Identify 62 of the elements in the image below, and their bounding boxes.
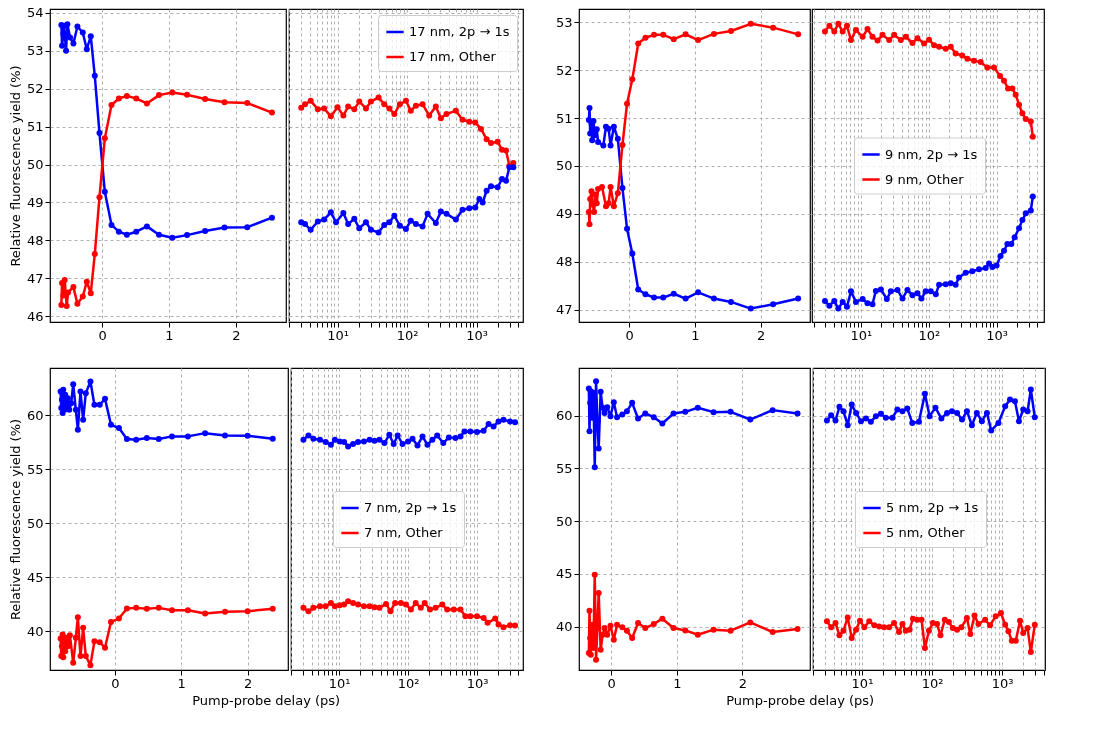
y-tick-label: 51 bbox=[26, 119, 44, 135]
y-axis-title: Relative fluorescence yield (%) bbox=[7, 65, 23, 267]
x-tick-label: 10² bbox=[918, 327, 941, 343]
y-tick-label: 53 bbox=[26, 43, 44, 59]
y-tick-label: 50 bbox=[555, 513, 573, 529]
y-tick-label: 50 bbox=[26, 157, 44, 173]
x-tick-label: 10² bbox=[396, 327, 419, 343]
y-tick-label: 47 bbox=[555, 302, 573, 318]
legend-label: 9 nm, Other bbox=[885, 171, 965, 187]
x-axis-title: Pump-probe delay (ps) bbox=[192, 692, 341, 708]
x-tick-label: 2 bbox=[243, 675, 253, 691]
y-tick-label: 60 bbox=[26, 407, 44, 423]
y-tick-label: 49 bbox=[26, 194, 44, 210]
y-tick-label: 60 bbox=[555, 408, 573, 424]
x-tick-label: 1 bbox=[165, 327, 174, 343]
x-tick-label: 0 bbox=[98, 327, 107, 343]
y-tick-label: 50 bbox=[555, 158, 573, 174]
x-tick-label: 0 bbox=[625, 327, 634, 343]
legend-label: 7 nm, 2p → 1s bbox=[364, 500, 457, 515]
x-tick-label: 10³ bbox=[986, 327, 1008, 343]
x-tick-label: 10¹ bbox=[328, 675, 351, 691]
y-tick-label: 51 bbox=[555, 110, 573, 126]
x-tick-label: 1 bbox=[177, 675, 186, 691]
legend-label: 5 nm, Other bbox=[886, 525, 966, 540]
x-tick-label: 0 bbox=[111, 675, 120, 691]
y-tick-label: 45 bbox=[26, 569, 44, 585]
legend-label: 5 nm, 2p → 1s bbox=[886, 500, 979, 515]
x-tick-label: 2 bbox=[232, 327, 241, 343]
y-tick-label: 48 bbox=[26, 232, 44, 248]
x-axis-title: Pump-probe delay (ps) bbox=[726, 692, 875, 708]
x-tick-label: 10² bbox=[397, 675, 420, 691]
y-tick-label: 47 bbox=[26, 270, 44, 286]
y-tick-label: 55 bbox=[555, 460, 573, 476]
y-tick-label: 40 bbox=[26, 623, 44, 639]
x-tick-label: 10¹ bbox=[851, 675, 874, 691]
x-tick-label: 10¹ bbox=[850, 327, 873, 343]
legend-label: 7 nm, Other bbox=[364, 525, 444, 540]
x-tick-label: 10² bbox=[921, 675, 944, 691]
y-tick-label: 53 bbox=[555, 14, 573, 30]
y-tick-label: 49 bbox=[555, 206, 573, 222]
y-tick-label: 50 bbox=[26, 515, 44, 531]
x-tick-label: 10³ bbox=[991, 675, 1014, 691]
y-tick-label: 55 bbox=[26, 461, 44, 477]
x-tick-label: 10¹ bbox=[327, 327, 349, 343]
x-tick-label: 2 bbox=[738, 675, 748, 691]
y-tick-label: 52 bbox=[26, 81, 44, 97]
y-tick-label: 54 bbox=[26, 5, 44, 21]
legend-label: 17 nm, 2p → 1s bbox=[409, 24, 510, 39]
legend-label: 9 nm, 2p → 1s bbox=[885, 146, 978, 162]
legend-label: 17 nm, Other bbox=[409, 49, 497, 64]
x-tick-label: 10³ bbox=[466, 327, 488, 343]
x-tick-label: 1 bbox=[673, 675, 682, 691]
y-tick-label: 52 bbox=[555, 62, 573, 78]
y-tick-label: 40 bbox=[555, 619, 573, 635]
x-tick-label: 0 bbox=[607, 675, 616, 691]
y-tick-label: 45 bbox=[555, 566, 573, 582]
y-tick-label: 48 bbox=[555, 254, 573, 270]
y-tick-label: 46 bbox=[26, 308, 44, 324]
x-tick-label: 1 bbox=[691, 327, 700, 343]
x-tick-label: 2 bbox=[757, 327, 766, 343]
x-tick-label: 10³ bbox=[466, 675, 489, 691]
y-axis-title: Relative fluorescence yield (%) bbox=[7, 418, 23, 621]
